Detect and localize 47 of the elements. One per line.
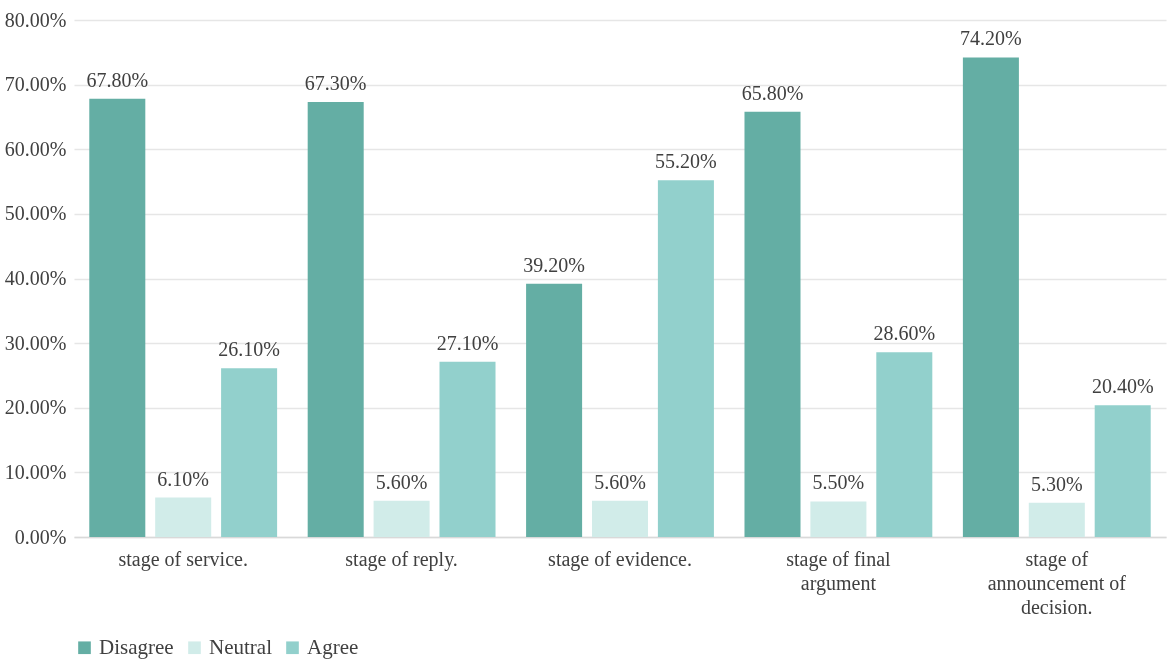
data-label: 65.80% — [741, 81, 804, 104]
bar — [591, 500, 649, 537]
data-label: 39.20% — [523, 253, 585, 276]
bar — [221, 368, 278, 537]
x-tick-label: stage of final argument — [786, 547, 892, 595]
bar — [89, 98, 146, 537]
y-tick-label: 30.00% — [4, 331, 67, 354]
y-tick-label: 10.00% — [4, 460, 67, 483]
bar — [962, 57, 1019, 537]
data-label: 67.30% — [304, 72, 367, 95]
bar — [657, 180, 714, 537]
bar — [439, 361, 496, 537]
data-label: 6.10% — [157, 467, 210, 490]
y-tick-label: 50.00% — [4, 202, 67, 225]
bar — [744, 111, 801, 537]
legend-label: Neutral — [209, 634, 273, 659]
data-label: 20.40% — [1091, 375, 1154, 398]
data-label: 28.60% — [873, 322, 936, 345]
y-tick-label: 40.00% — [4, 267, 67, 289]
legend-label: Agree — [307, 634, 359, 659]
bar — [1028, 502, 1085, 537]
x-tick-label: stage of announcement of decision. — [987, 547, 1127, 618]
x-tick-label: stage of service. — [118, 547, 248, 571]
data-label: 27.10% — [436, 331, 499, 354]
bar — [373, 500, 430, 537]
data-label: 74.20% — [960, 27, 1022, 50]
y-tick-label: 80.00% — [4, 8, 67, 31]
data-label: 67.80% — [86, 68, 149, 91]
y-tick-label: 60.00% — [4, 137, 67, 160]
bar — [526, 283, 583, 537]
y-tick-label: 70.00% — [4, 73, 67, 96]
data-label: 26.10% — [218, 338, 280, 361]
legend-label: Disagree — [99, 634, 174, 659]
bar — [155, 497, 212, 537]
data-label: 55.20% — [655, 150, 717, 173]
data-label: 5.50% — [812, 471, 865, 494]
bar — [876, 352, 933, 537]
x-tick-label: stage of evidence. — [548, 547, 692, 571]
data-label: 5.60% — [594, 470, 646, 493]
y-tick-label: 20.00% — [4, 396, 67, 419]
bar — [1094, 405, 1151, 537]
data-label: 5.30% — [1030, 472, 1083, 495]
data-label: 5.60% — [375, 470, 428, 493]
bar — [810, 501, 867, 537]
bar — [307, 102, 364, 537]
y-tick-label: 0.00% — [14, 525, 67, 548]
x-tick-label: stage of reply. — [345, 547, 458, 571]
